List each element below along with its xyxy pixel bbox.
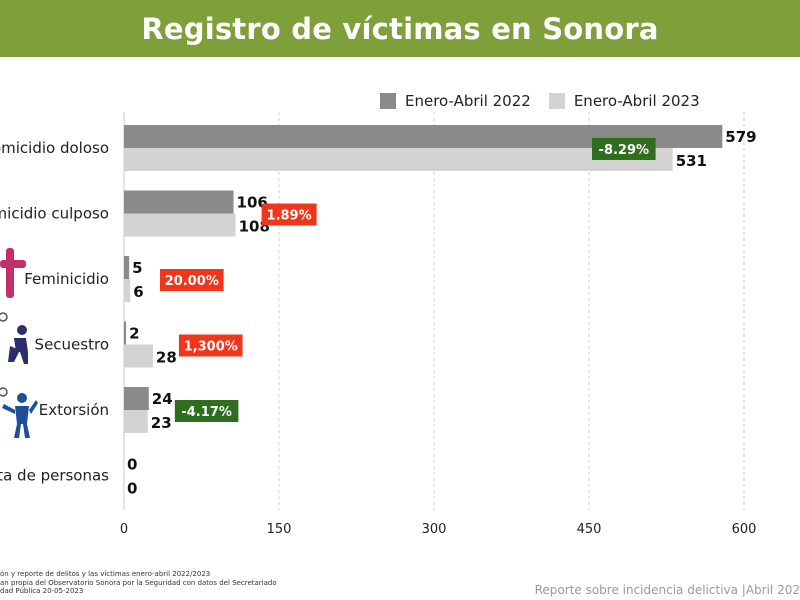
change-badge-label: -8.29% <box>599 143 650 158</box>
report-footer: Reporte sobre incidencia delictiva |Abri… <box>534 583 800 597</box>
category-label: Feminicidio <box>24 270 109 288</box>
icon-layer <box>0 248 38 438</box>
legend-item-2022: Enero-Abril 2022 <box>380 92 531 110</box>
bar-2022 <box>124 256 130 279</box>
legend-item-2023: Enero-Abril 2023 <box>548 92 700 110</box>
page-title: Registro de víctimas en Sonora <box>141 11 659 46</box>
value-label-2023: 0 <box>127 480 137 498</box>
footnote-line: ón y reporte de delitos y las víctimas e… <box>0 570 211 578</box>
x-tick-label: 300 <box>422 522 447 537</box>
extortion-person-icon <box>0 387 38 438</box>
title-banner: Registro de víctimas en Sonora <box>0 0 800 57</box>
change-badge <box>178 334 243 357</box>
change-badge-label: 1.89% <box>267 209 312 224</box>
change-badge <box>174 400 239 422</box>
value-label-2022: 5 <box>132 259 142 277</box>
bar-2022 <box>124 125 723 148</box>
value-label-2022: 579 <box>725 128 756 146</box>
change-badge-label: 1,300% <box>184 340 238 355</box>
cross-icon <box>0 248 26 298</box>
kidnapping-person-icon <box>0 312 28 364</box>
x-tick-label: 150 <box>267 522 292 537</box>
value-label-2023: 28 <box>156 349 177 367</box>
footnote-line: an propia del Observatorio Sonora por la… <box>0 578 277 587</box>
value-label-2022: 106 <box>237 194 268 212</box>
labels-layer: omicidio doloso 579 531 -8.29% micidio culpo… <box>0 128 757 498</box>
x-tick-label: 600 <box>732 522 757 537</box>
value-label-2023: 531 <box>676 152 707 170</box>
value-label-2023: 23 <box>151 414 172 432</box>
bar-2023 <box>124 148 673 171</box>
bar-2023 <box>124 213 236 237</box>
bars-layer <box>124 125 723 433</box>
x-tick-label: 450 <box>577 522 602 537</box>
grid-layer: 0 150 300 450 600 <box>120 112 757 537</box>
value-label-2022: 0 <box>127 456 137 474</box>
change-badge <box>160 269 224 291</box>
category-label: micidio culposo <box>0 205 109 223</box>
value-label-2022: 2 <box>129 325 139 343</box>
value-label-2022: 24 <box>152 390 173 408</box>
source-footnote: ón y reporte de delitos y las víctimas e… <box>0 570 277 596</box>
legend-label-2023: Enero-Abril 2023 <box>573 92 700 110</box>
change-badge <box>261 203 317 226</box>
x-tick-label: 0 <box>120 522 128 537</box>
category-label: Extorsión <box>39 401 109 419</box>
footnote-line: dad Pública 20-05-2023 <box>0 587 84 595</box>
chart-legend: Enero-Abril 2022 Enero-Abril 2023 <box>380 92 718 110</box>
legend-label-2022: Enero-Abril 2022 <box>405 92 531 110</box>
change-badge <box>592 138 656 160</box>
bar-2023 <box>124 279 131 302</box>
legend-swatch-2023 <box>548 93 565 109</box>
category-label: Secuestro <box>35 336 109 354</box>
value-label-2023: 6 <box>133 283 143 301</box>
bar-2023 <box>124 410 148 433</box>
category-label: ta de personas <box>0 467 109 485</box>
legend-swatch-2022 <box>380 93 396 109</box>
bar-2022 <box>124 321 127 345</box>
bar-2023 <box>124 344 153 368</box>
change-badge-label: -4.17% <box>181 405 232 420</box>
bar-2022 <box>124 387 149 410</box>
change-badge-label: 20.00% <box>165 274 219 289</box>
bar-2022 <box>124 190 234 214</box>
category-label: omicidio doloso <box>0 139 109 157</box>
